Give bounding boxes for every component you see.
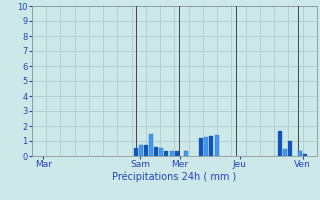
Bar [288, 141, 292, 156]
Bar [278, 130, 282, 156]
Bar [199, 138, 203, 156]
Bar [164, 151, 168, 156]
Bar [149, 134, 153, 156]
Bar [298, 151, 302, 156]
Bar [144, 145, 148, 156]
Bar [134, 148, 138, 156]
Bar [214, 135, 219, 156]
Bar [139, 145, 143, 156]
Bar [204, 137, 208, 156]
Bar [209, 136, 213, 156]
Bar [283, 148, 287, 156]
Bar [154, 147, 158, 156]
Bar [303, 154, 307, 156]
Bar [184, 151, 188, 156]
X-axis label: Précipitations 24h ( mm ): Précipitations 24h ( mm ) [112, 172, 236, 182]
Bar [159, 148, 163, 156]
Bar [170, 151, 173, 156]
Bar [175, 151, 179, 156]
